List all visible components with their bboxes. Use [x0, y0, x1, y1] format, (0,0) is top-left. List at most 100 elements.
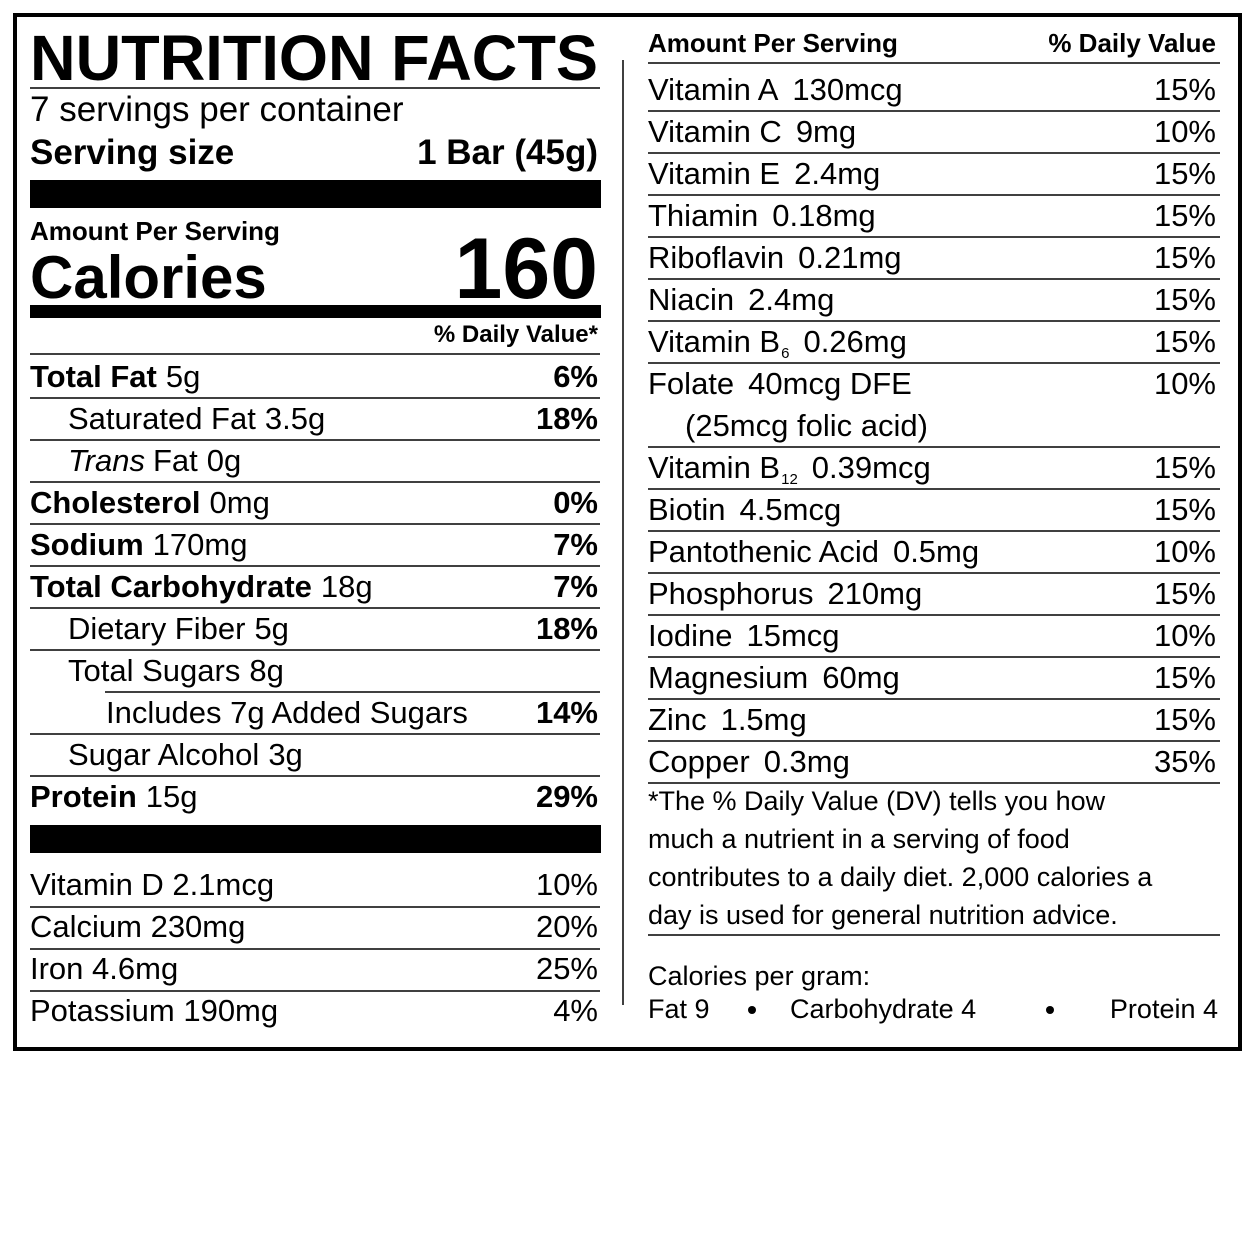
vitamin-row: Copper 0.3mg [648, 744, 850, 779]
nutrient-amount: 15g [146, 779, 198, 814]
nutrient-amount: 5g [254, 611, 288, 646]
vitamin-name: Vitamin A [648, 72, 779, 107]
vitamin-row: Iodine 15mcg [648, 618, 840, 653]
vitamin-row: Vitamin A 130mcg [648, 72, 903, 107]
amount-header: Amount Per Serving [30, 216, 280, 246]
vitamin-amount: 60mg [822, 660, 900, 695]
vitamin-dv: 20% [536, 909, 598, 944]
nutrient-name: Total Carbohydrate [30, 569, 312, 604]
vitamin-row: Vitamin B12 0.39mcg [648, 450, 931, 488]
vitamin-name: Vitamin C [648, 114, 782, 149]
nutrient-name-italic: Trans [68, 443, 145, 478]
vitamin-row: Pantothenic Acid 0.5mg [648, 534, 979, 569]
vitamin-name: Folate [648, 366, 734, 401]
nutrient-row: Protein 15g [30, 779, 198, 814]
vitamin-row: Folate 40mcg DFE [648, 366, 912, 401]
vitamin-name: Riboflavin [648, 240, 784, 275]
nutrient-row: Trans Fat 0g [68, 443, 241, 478]
vitamin-name: Iodine [648, 618, 732, 653]
right-dv-header: % Daily Value [1048, 28, 1216, 58]
nutrient-dv: 18% [536, 401, 598, 436]
nutrient-row: Dietary Fiber 5g [68, 611, 289, 646]
vitamin-amount: 0.5mg [893, 534, 979, 569]
calories-per-gram-item: Carbohydrate 4 [790, 994, 976, 1024]
calories-per-gram-item: Protein 4 [1110, 994, 1218, 1024]
vitamin-amount: 0.21mg [798, 240, 901, 275]
nutrient-row: Total Sugars 8g [68, 653, 284, 688]
vitamin-name: Biotin [648, 492, 726, 527]
vitamin-amount: 4.5mcg [740, 492, 842, 527]
nutrient-row: Includes 7g Added Sugars [106, 695, 468, 730]
nutrient-dv: 6% [553, 359, 598, 394]
vitamin-row: Vitamin B6 0.26mg [648, 324, 907, 362]
vitamin-subscript: 12 [781, 471, 798, 488]
vitamin-amount: 210mg [827, 576, 922, 611]
nutrient-name: Total Sugars [68, 653, 240, 688]
vitamin-amount: 130mcg [792, 72, 902, 107]
vitamin-amount: 1.5mg [721, 702, 807, 737]
vitamin-row: Magnesium 60mg [648, 660, 900, 695]
nutrient-row: Total Fat 5g [30, 359, 200, 394]
nutrient-dv: 29% [536, 779, 598, 814]
nutrient-row: Sodium 170mg [30, 527, 247, 562]
vitamin-name: Magnesium [648, 660, 808, 695]
vitamin-amount: 0.26mg [803, 324, 906, 359]
nutrient-name: Saturated Fat [68, 401, 256, 436]
nutrient-name: Total Fat [30, 359, 157, 394]
vitamin-note: (25mcg folic acid) [685, 408, 928, 443]
vitamin-amount: 0.3mg [764, 744, 850, 779]
nutrient-name: Sugar Alcohol [68, 737, 259, 772]
vitamin-dv: 10% [536, 867, 598, 902]
bullet [1046, 1006, 1054, 1014]
vitamin-row: Thiamin 0.18mg [648, 198, 876, 233]
vitamin-name: Vitamin D 2.1mcg [30, 867, 274, 902]
vitamin-amount: 40mcg DFE [748, 366, 912, 401]
calories-per-gram-item: Fat 9 [648, 994, 710, 1024]
vitamin-row: Vitamin C 9mg [648, 114, 856, 149]
nutrient-amount: 3.5g [265, 401, 325, 436]
vitamin-name: Calcium 230mg [30, 909, 245, 944]
servings: 7 servings per container [30, 90, 404, 129]
serving-size-label: Serving size [30, 133, 234, 172]
vitamin-dv: 10% [1154, 534, 1216, 569]
nutrient-name: Sodium [30, 527, 144, 562]
vitamin-dv: 10% [1154, 366, 1216, 401]
vitamin-row: Vitamin E 2.4mg [648, 156, 880, 191]
vitamin-dv: 15% [1154, 702, 1216, 737]
vitamin-dv: 15% [1154, 576, 1216, 611]
vitamin-row: Riboflavin 0.21mg [648, 240, 902, 275]
vitamin-dv: 15% [1154, 282, 1216, 317]
nutrient-amount: 18g [321, 569, 373, 604]
vitamin-row: Zinc 1.5mg [648, 702, 807, 737]
vitamin-dv: 15% [1154, 324, 1216, 359]
vitamin-amount: 2.4mg [794, 156, 880, 191]
vitamin-subscript: 6 [781, 345, 789, 362]
footnote-line: much a nutrient in a serving of food [648, 824, 1070, 854]
thick-bar [30, 180, 601, 208]
vitamin-name: Iron 4.6mg [30, 951, 178, 986]
vitamin-dv: 25% [536, 951, 598, 986]
nutrient-amount: 170mg [153, 527, 248, 562]
calories-per-gram-label: Calories per gram: [648, 961, 870, 991]
nutrient-dv: 18% [536, 611, 598, 646]
footnote-line: *The % Daily Value (DV) tells you how [648, 786, 1106, 816]
vitamin-row: Phosphorus 210mg [648, 576, 922, 611]
nutrient-dv: 14% [536, 695, 598, 730]
bullet [748, 1006, 756, 1014]
nutrient-row: Cholesterol 0mg [30, 485, 270, 520]
nutrient-row: Total Carbohydrate 18g [30, 569, 373, 604]
vitamin-row: Biotin 4.5mcg [648, 492, 841, 527]
vitamin-dv: 15% [1154, 450, 1216, 485]
vitamin-amount: 0.39mcg [812, 450, 931, 485]
vitamin-row: Niacin 2.4mg [648, 282, 834, 317]
vitamin-name: Vitamin B [648, 450, 780, 485]
nutrient-row: Sugar Alcohol 3g [68, 737, 303, 772]
vitamin-dv: 15% [1154, 198, 1216, 233]
nutrient-name: Cholesterol [30, 485, 201, 520]
right-amount-header: Amount Per Serving [648, 28, 898, 58]
vitamin-name: Vitamin E [648, 156, 780, 191]
nutrient-row: Saturated Fat 3.5g [68, 401, 325, 436]
vitamin-name: Niacin [648, 282, 734, 317]
footnote-line: contributes to a daily diet. 2,000 calor… [648, 862, 1153, 892]
